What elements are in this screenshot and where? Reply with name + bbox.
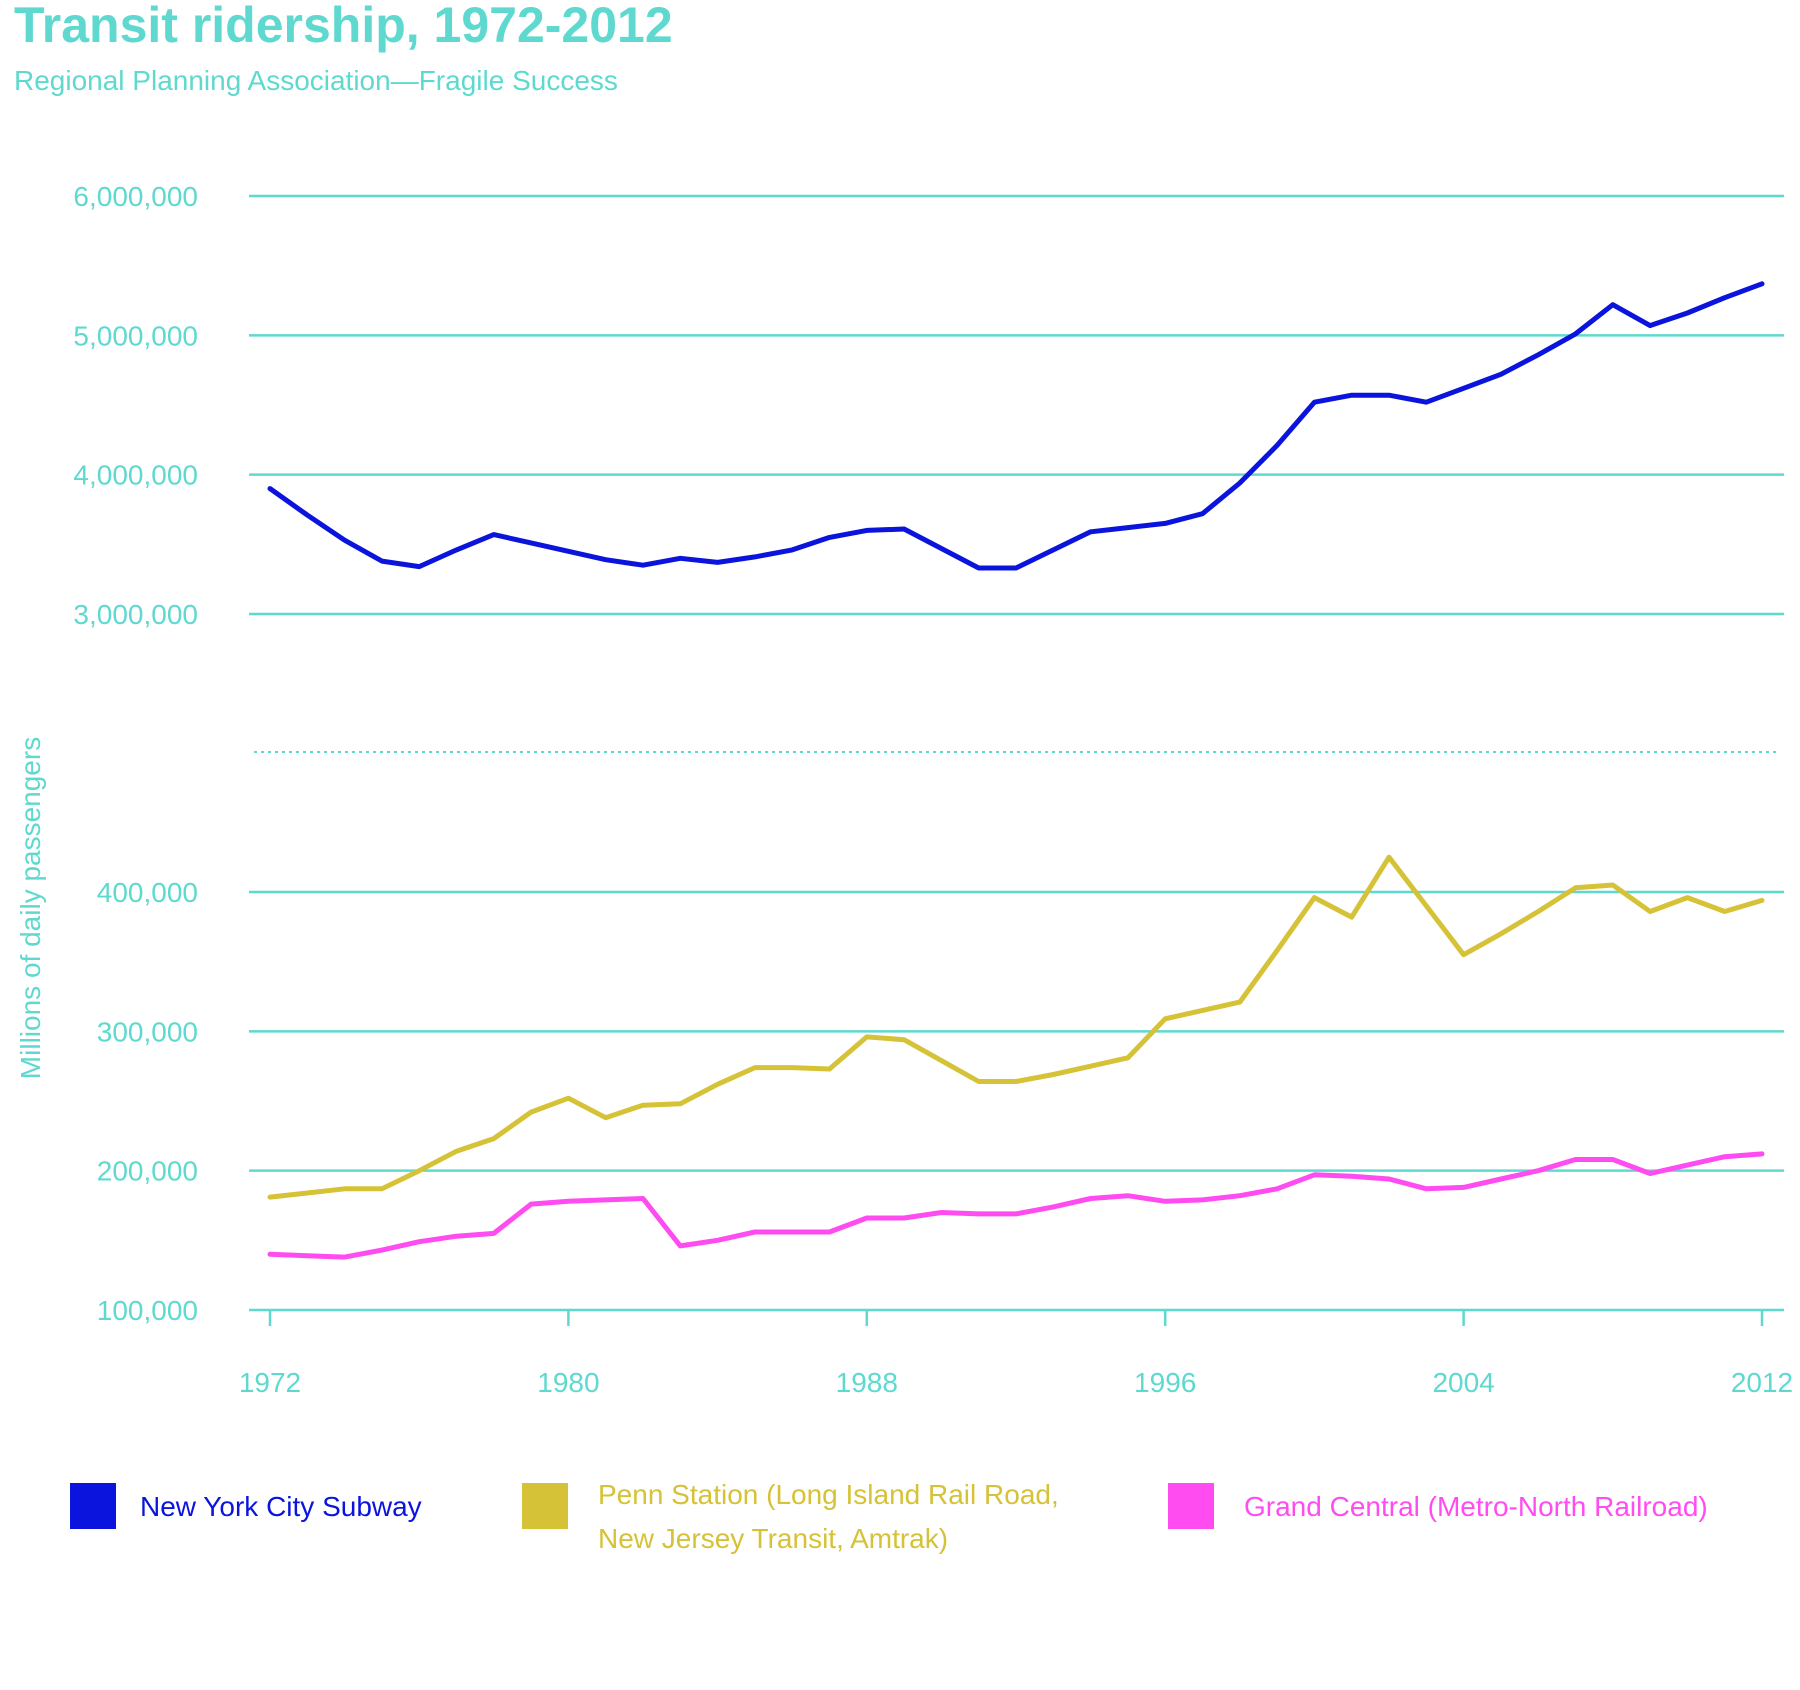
legend-swatch-penn: [522, 1483, 568, 1529]
chart-subtitle: Regional Planning Association—Fragile Su…: [14, 65, 618, 96]
x-tick-label: 2004: [1432, 1367, 1494, 1398]
legend-swatch-subway: [70, 1483, 116, 1529]
chart-title: Transit ridership, 1972-2012: [14, 0, 673, 53]
x-tick-label: 1988: [836, 1367, 898, 1398]
legend-swatch-grand_central: [1168, 1483, 1214, 1529]
lower-panel-grid: [249, 890, 1784, 1312]
y-tick-label: 200,000: [97, 1156, 198, 1187]
legend-label-grand_central: Grand Central (Metro-North Railroad): [1244, 1491, 1708, 1522]
y-tick-label: 300,000: [97, 1016, 198, 1047]
x-tick-label: 1996: [1134, 1367, 1196, 1398]
y-tick-label: 3,000,000: [73, 599, 198, 630]
x-tick-label: 2012: [1731, 1367, 1793, 1398]
series-line-subway: [267, 281, 1765, 571]
legend: New York City Subway Penn Station (Long I…: [70, 1479, 1708, 1554]
legend-label-penn: New Jersey Transit, Amtrak): [598, 1523, 948, 1554]
upper-panel-grid: [249, 194, 1784, 616]
x-tick-label: 1972: [239, 1367, 301, 1398]
y-tick-label: 6,000,000: [73, 181, 198, 212]
series-line-grand_central: [267, 1151, 1765, 1260]
y-tick-label: 5,000,000: [73, 320, 198, 351]
series-line-penn: [267, 854, 1765, 1200]
y-axis-label: Millions of daily passengers: [15, 737, 46, 1079]
upper-panel-y-ticks: 3,000,000 4,000,000 5,000,000 6,000,000: [73, 181, 198, 630]
x-tick-label: 1980: [537, 1367, 599, 1398]
legend-label-penn: Penn Station (Long Island Rail Road,: [598, 1479, 1059, 1510]
lower-panel-y-ticks: 100,000 200,000 300,000 400,000: [97, 877, 198, 1326]
series-layer: [267, 281, 1765, 1260]
y-tick-label: 4,000,000: [73, 460, 198, 491]
x-axis: 1972 1980 1988 1996 2004 2012: [239, 1310, 1793, 1398]
y-tick-label: 100,000: [97, 1295, 198, 1326]
legend-label-subway: New York City Subway: [140, 1491, 422, 1522]
y-tick-label: 400,000: [97, 877, 198, 908]
